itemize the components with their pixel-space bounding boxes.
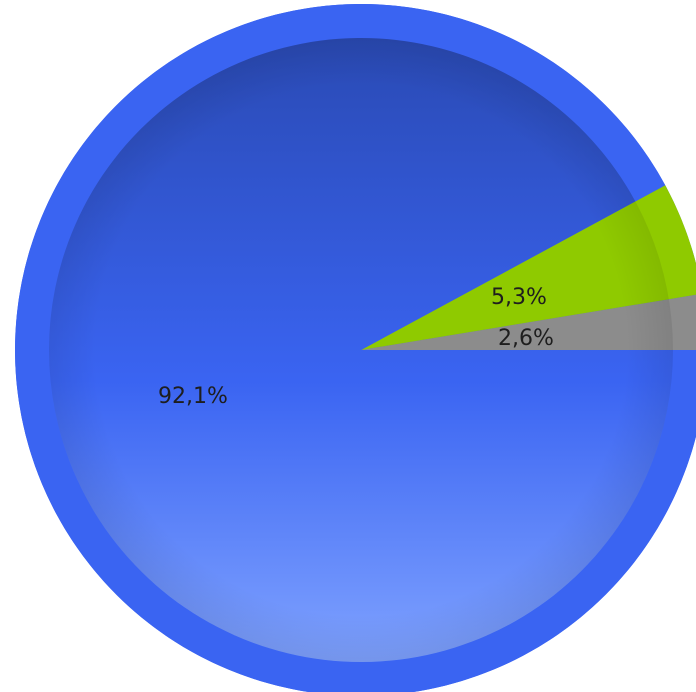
pie-slice-label-3: 92,1%	[158, 384, 228, 409]
pie-inner-shade	[49, 38, 673, 662]
pie-slice-label-1: 2,6%	[498, 326, 554, 351]
pie-slice-label-2: 5,3%	[491, 285, 547, 310]
pie-layer	[15, 4, 696, 692]
